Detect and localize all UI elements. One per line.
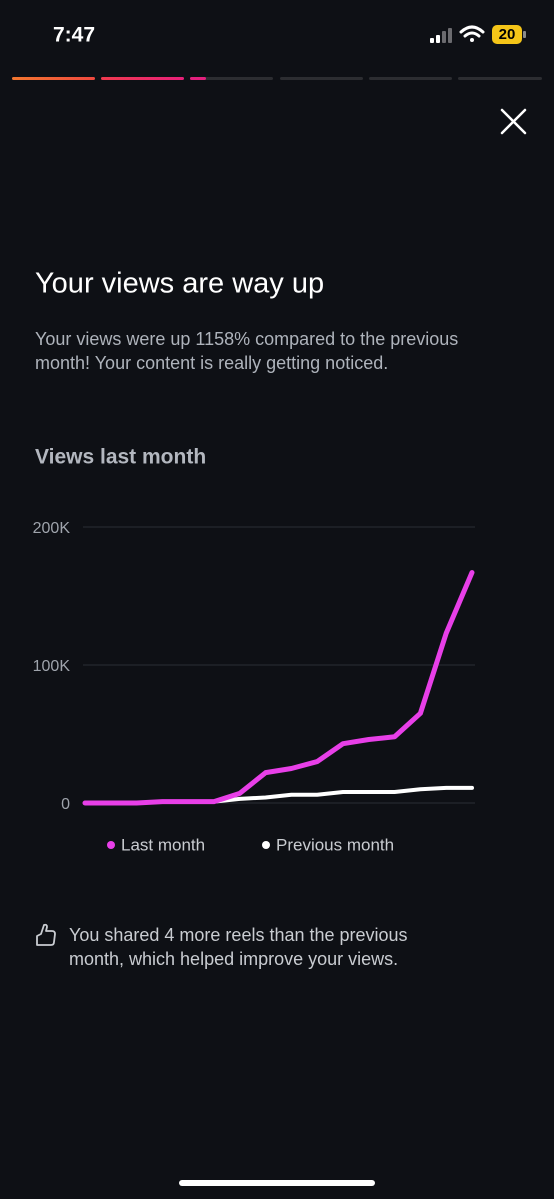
description-line: month! Your content is really getting no… — [35, 353, 388, 373]
battery-icon — [492, 25, 522, 44]
battery-level: 20 — [499, 26, 516, 43]
battery-tip — [523, 31, 526, 38]
footnote-line: month, which helped improve your views. — [69, 949, 398, 969]
legend-label: Last month — [121, 835, 205, 854]
close-button[interactable] — [500, 108, 527, 135]
y-tick-label: 100K — [33, 658, 71, 675]
story-progress — [12, 77, 542, 80]
wifi-icon — [459, 25, 485, 42]
y-tick-label: 200K — [33, 520, 71, 537]
legend-label: Previous month — [276, 835, 394, 854]
footnote-line: You shared 4 more reels than the previou… — [69, 925, 408, 945]
legend-dot — [262, 841, 270, 849]
status-time: 7:47 — [53, 24, 95, 47]
line-series — [82, 570, 475, 806]
title: Your views are way up — [35, 268, 324, 300]
signal-icon — [430, 28, 452, 43]
legend-dot — [107, 841, 115, 849]
home-indicator — [179, 1180, 375, 1186]
y-tick-label: 0 — [61, 796, 70, 813]
thumb-icon — [36, 923, 56, 946]
chart: 0 100K 200K Last month Previous month — [33, 520, 475, 854]
description-line: Your views were up 1158% compared to the… — [35, 329, 458, 349]
chart-title: Views last month — [35, 446, 206, 469]
